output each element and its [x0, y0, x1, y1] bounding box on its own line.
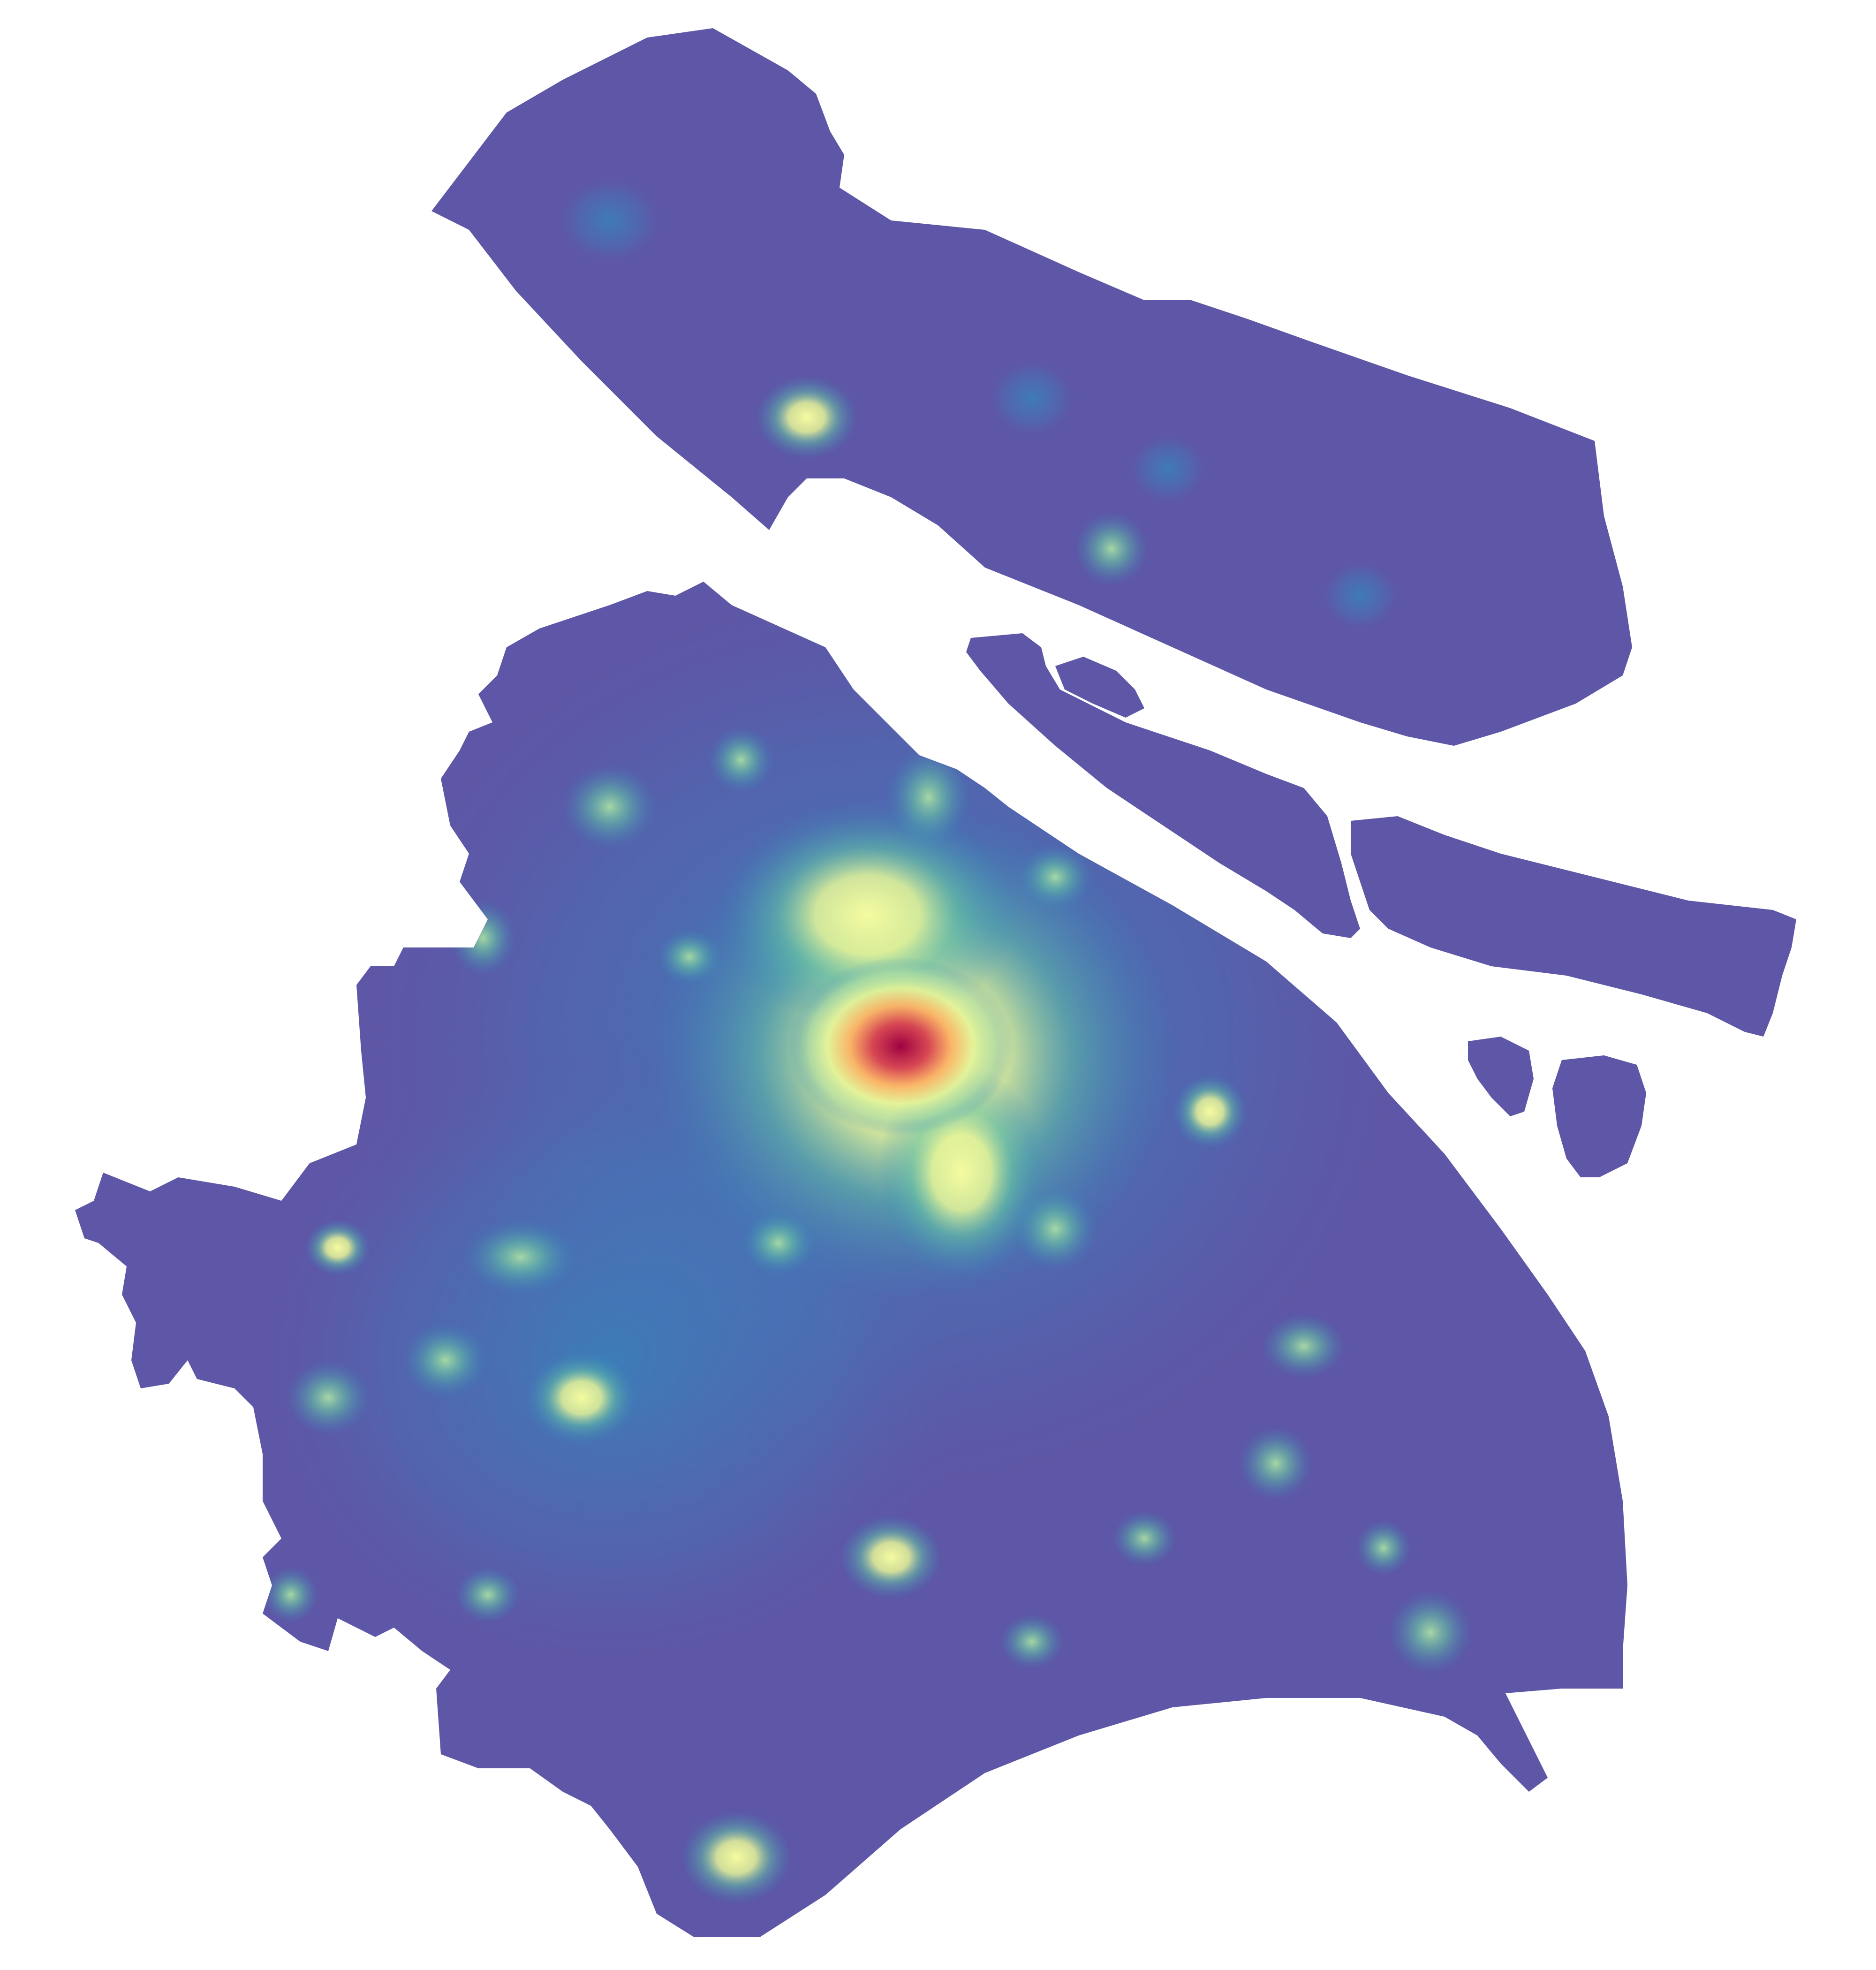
northern-island — [431, 28, 1632, 746]
islet-b — [1552, 1055, 1646, 1177]
islet-a — [1468, 1037, 1534, 1116]
main-landmass — [75, 582, 1627, 1937]
long-island — [966, 633, 1360, 938]
small-island — [1055, 657, 1144, 718]
east-island — [1351, 816, 1796, 1037]
